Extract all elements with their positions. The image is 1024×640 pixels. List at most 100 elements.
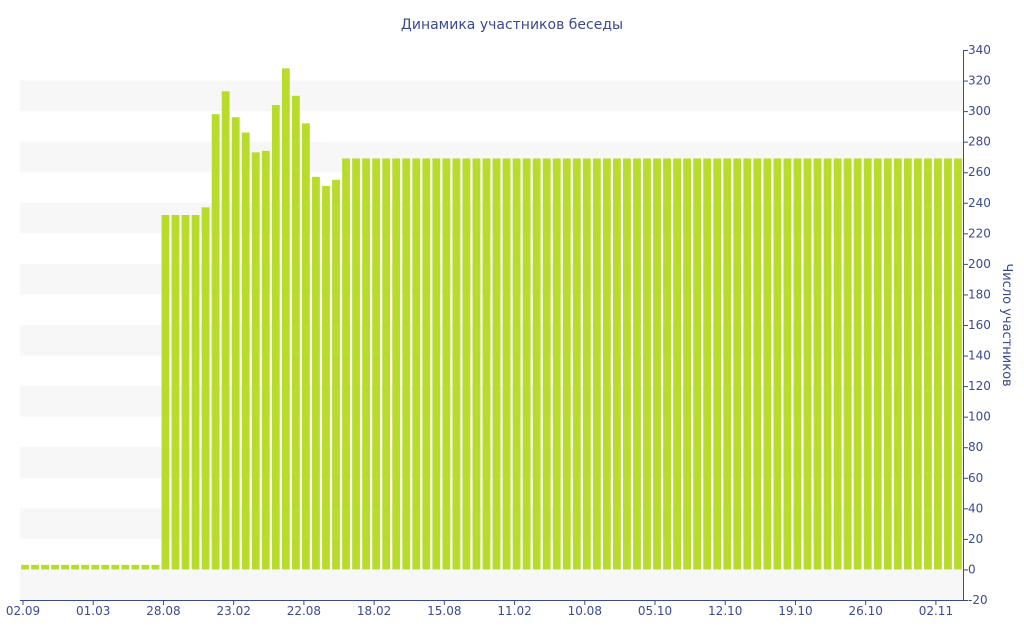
bar — [893, 158, 902, 570]
y-tick-label: 180 — [968, 287, 991, 301]
bar — [241, 132, 250, 570]
bar — [653, 158, 661, 570]
x-tick-label: 23.02 — [216, 604, 250, 618]
bar — [141, 564, 150, 570]
bar — [291, 95, 300, 570]
bar — [121, 564, 130, 570]
bar — [542, 158, 551, 570]
bar — [412, 158, 421, 570]
bar — [954, 158, 962, 570]
bar — [332, 179, 340, 570]
bar — [703, 158, 712, 570]
bar — [823, 158, 832, 570]
bar — [903, 158, 912, 570]
grid-band — [20, 386, 963, 417]
y-tick-label: 220 — [968, 226, 991, 240]
bar — [944, 158, 952, 570]
bar — [271, 105, 280, 570]
grid-band — [20, 508, 963, 539]
y-tick-label: 60 — [968, 471, 983, 485]
y-tick-label: 200 — [968, 257, 991, 271]
bar — [683, 158, 692, 570]
bar — [793, 158, 802, 570]
y-tick-label: 0 — [968, 562, 976, 576]
bar — [562, 158, 571, 570]
bar — [201, 207, 210, 570]
x-tick-label: 22.08 — [287, 604, 321, 618]
x-tick-label: 05.10 — [638, 604, 672, 618]
bar — [552, 158, 561, 570]
bar — [512, 158, 521, 570]
bar — [853, 158, 862, 570]
grid-band — [20, 141, 963, 173]
bar — [221, 91, 230, 570]
y-tick-label: 120 — [968, 379, 991, 393]
bar — [713, 158, 722, 570]
bar — [302, 123, 310, 570]
bar — [773, 158, 782, 570]
x-tick-label: 10.08 — [568, 604, 602, 618]
y-tick-label: 140 — [968, 349, 991, 363]
bar — [482, 158, 491, 570]
grid-bands — [20, 80, 963, 600]
y-tick-label: 80 — [968, 440, 983, 454]
x-tick-label: 15.08 — [427, 604, 461, 618]
bar — [843, 158, 852, 570]
x-tick-label: 18.02 — [357, 604, 391, 618]
y-tick-label: 340 — [968, 43, 991, 57]
x-tick-label: 26.10 — [849, 604, 883, 618]
bar — [873, 158, 882, 570]
bar — [402, 158, 411, 570]
bar — [342, 158, 350, 570]
bar — [813, 158, 822, 570]
bar — [372, 158, 381, 570]
bar — [71, 564, 80, 570]
y-tick-label: 280 — [968, 135, 991, 149]
bar — [472, 158, 481, 570]
bar — [442, 158, 451, 570]
y-tick-label: 20 — [968, 532, 983, 546]
bar — [623, 158, 631, 570]
bar — [352, 158, 360, 570]
grid-band — [20, 263, 963, 295]
bar — [733, 158, 742, 570]
y-tick-label: -20 — [968, 593, 988, 607]
grid-band — [20, 202, 963, 234]
y-tick-label: 240 — [968, 196, 991, 210]
bar — [602, 158, 611, 570]
bar — [803, 158, 812, 570]
bar — [643, 158, 651, 570]
grid-band — [20, 447, 963, 478]
bar — [723, 158, 732, 570]
bar — [743, 158, 752, 570]
bar — [81, 564, 90, 570]
bar — [582, 158, 591, 570]
x-tick-label: 01.03 — [76, 604, 110, 618]
bar — [923, 158, 932, 570]
bar — [913, 158, 922, 570]
bar — [261, 150, 270, 570]
y-tick-label: 160 — [968, 318, 991, 332]
bar — [131, 564, 140, 570]
bar — [663, 158, 671, 570]
y-ticks: -20 0 20 40 60 80 100 120 140 160 180 200 220 240 260 2… — [963, 43, 991, 607]
bar — [693, 158, 702, 570]
bar — [161, 215, 170, 570]
bar — [863, 158, 872, 570]
bar — [783, 158, 792, 570]
bar — [41, 564, 49, 570]
grid-band — [20, 80, 963, 112]
bar — [91, 564, 100, 570]
bar — [883, 158, 892, 570]
bar — [211, 114, 220, 570]
chart-title: Динамика участников беседы — [401, 17, 623, 33]
bar — [492, 158, 501, 570]
x-tick-label: 28.08 — [146, 604, 180, 618]
x-tick-label: 02.09 — [6, 604, 40, 618]
bar — [231, 117, 240, 570]
bar — [592, 158, 601, 570]
bar — [532, 158, 541, 570]
bar — [101, 564, 110, 570]
